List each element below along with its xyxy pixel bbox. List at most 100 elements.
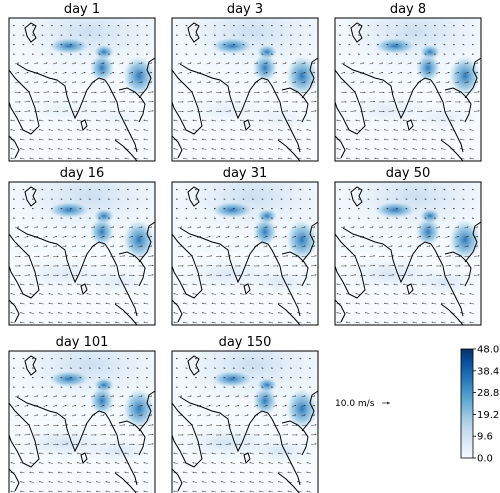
wind-vector-head	[343, 226, 345, 228]
wind-vector-head	[202, 462, 204, 464]
wind-vector-head	[195, 386, 197, 388]
wind-vector-head	[214, 386, 216, 388]
wind-vector-head	[124, 283, 126, 286]
wind-vector-head	[441, 293, 443, 295]
wind-vector-head	[258, 255, 260, 258]
wind-vector-head	[214, 189, 216, 191]
wind-vector-head	[421, 101, 423, 103]
wind-vector-head	[146, 358, 148, 360]
coastline	[301, 221, 318, 263]
wind-vector-head	[449, 110, 451, 112]
wind-vector-head	[348, 189, 350, 191]
field-hotspot	[257, 209, 277, 223]
wind-vector-head	[105, 129, 107, 131]
wind-vector-head	[240, 138, 242, 141]
wind-vector-head	[114, 255, 116, 258]
wind-vector-head	[117, 189, 119, 191]
wind-vector-head	[96, 321, 98, 324]
field-hotspot	[49, 202, 89, 218]
wind-vector-head	[143, 312, 145, 314]
wind-vector-head	[173, 129, 175, 131]
wind-vector-head	[278, 129, 280, 131]
wind-vector-head	[190, 81, 192, 83]
wind-vector-head	[410, 226, 412, 228]
coastline	[172, 69, 203, 135]
wind-vector-head	[367, 44, 369, 46]
wind-vector-head	[98, 377, 100, 379]
field-hotspot	[375, 202, 415, 218]
wind-vector-head	[275, 226, 277, 228]
wind-vector-head	[299, 44, 301, 46]
wind-vector-head	[22, 367, 24, 369]
wind-vector-head	[374, 302, 376, 305]
coastline	[281, 251, 309, 287]
wind-vector-head	[150, 395, 152, 397]
wind-vector-head	[67, 157, 69, 160]
wind-vector-head	[355, 157, 357, 160]
wind-vector-head	[256, 235, 258, 238]
wind-vector-head	[372, 245, 374, 247]
wind-vector-head	[39, 490, 41, 493]
wind-vector-head	[127, 53, 129, 55]
coastlines	[335, 22, 481, 161]
wind-vector-head	[55, 245, 57, 247]
wind-vector-head	[112, 226, 114, 228]
wind-vector-head	[249, 293, 251, 295]
wind-vector-head	[46, 404, 48, 407]
wind-vector-head	[201, 265, 203, 267]
wind-vector-head	[299, 53, 301, 55]
wind-vector-head	[65, 245, 67, 247]
wind-vector-head	[355, 148, 357, 150]
wind-vector-head	[93, 226, 95, 228]
wind-vector-head	[211, 462, 213, 464]
wind-vector-head	[365, 321, 367, 324]
wind-vector-head	[315, 110, 317, 112]
wind-vector-head	[460, 312, 462, 314]
wind-vector-head	[268, 321, 270, 324]
wind-vector-head	[89, 44, 91, 46]
wind-vector-head	[79, 25, 81, 27]
wind-vector-head	[51, 386, 53, 388]
wind-vector-head	[386, 189, 388, 191]
wind-vector-head	[134, 283, 136, 286]
wind-vector-head	[336, 312, 338, 314]
wind-vector-head	[438, 245, 440, 247]
wind-vector-head	[29, 481, 31, 483]
wind-vector-head	[299, 189, 301, 191]
wind-vector-head	[249, 481, 251, 483]
wind-vector-head	[192, 321, 194, 324]
wind-vector-head	[294, 245, 296, 247]
wind-vector-head	[430, 110, 432, 112]
wind-vector-head	[115, 490, 117, 493]
wind-vector-head	[431, 321, 433, 324]
wind-vector-head	[346, 312, 348, 314]
wind-vector-head	[233, 44, 235, 46]
wind-vector-head	[185, 25, 187, 27]
wind-vector-head	[256, 226, 258, 228]
wind-vector-head	[221, 462, 223, 464]
wind-vector-head	[77, 283, 79, 286]
wind-vector-head	[57, 265, 59, 267]
wind-vector-head	[76, 274, 78, 277]
wind-vector-head	[346, 321, 348, 324]
wind-vector-head	[286, 110, 288, 112]
wind-vector-head	[271, 34, 273, 36]
wind-vector-head	[176, 53, 178, 55]
wind-vector-head	[393, 283, 395, 286]
wind-vector-head	[39, 148, 41, 150]
wind-vector-head	[93, 62, 95, 64]
wind-vector-head	[32, 198, 34, 200]
wind-vector-head	[112, 245, 114, 247]
wind-vector-head	[233, 25, 235, 27]
wind-vector-head	[199, 81, 201, 83]
wind-vector-head	[122, 81, 124, 83]
wind-vector-head	[79, 53, 81, 55]
wind-vector-head	[211, 293, 213, 295]
wind-vector-head	[459, 274, 461, 277]
wind-vector-head	[290, 44, 292, 46]
wind-vector-head	[424, 25, 426, 27]
wind-vector-head	[79, 44, 81, 46]
wind-vectors	[173, 25, 317, 160]
coastline	[243, 283, 251, 295]
wind-vector-head	[51, 217, 53, 219]
